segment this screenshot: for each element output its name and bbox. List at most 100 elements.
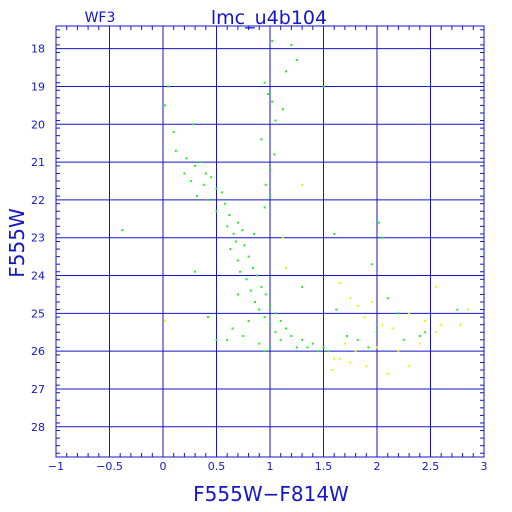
- green-star-point: [274, 312, 277, 315]
- yellow-star-point: [434, 331, 437, 334]
- green-star-point: [192, 123, 194, 126]
- green-star-point: [226, 225, 229, 228]
- yellow-star-point: [349, 297, 352, 300]
- green-star-point: [254, 301, 256, 303]
- y-tick-label: 24: [31, 270, 45, 283]
- green-star-point: [285, 327, 287, 330]
- green-star-point: [263, 350, 266, 353]
- green-star-point: [273, 153, 276, 156]
- green-star-point: [317, 350, 320, 353]
- green-star-point: [367, 346, 370, 349]
- green-star-point: [295, 59, 298, 61]
- green-star-point: [386, 297, 389, 300]
- green-star-point: [247, 319, 250, 322]
- y-tick-label: 23: [31, 232, 45, 245]
- green-star-point: [258, 308, 261, 311]
- green-star-point: [335, 308, 338, 311]
- green-star-point: [279, 338, 282, 341]
- green-star-point: [194, 270, 197, 273]
- green-star-point: [243, 244, 246, 247]
- tick-labels: −1 −0.5 0 0.5 1 1.5 2 2.5 3 18 19 20 21 22 23 24 25 26 27 2…: [31, 43, 488, 473]
- x-tick-label: 2.5: [422, 460, 440, 473]
- green-star-point: [327, 350, 330, 353]
- yellow-star-point: [370, 301, 373, 303]
- green-star-point: [269, 323, 271, 326]
- green-star-point: [271, 40, 274, 43]
- green-star-point: [199, 161, 202, 164]
- green-star-point: [247, 255, 250, 258]
- green-star-point: [263, 206, 266, 209]
- green-star-point: [301, 285, 304, 288]
- green-star-point: [269, 195, 271, 198]
- green-star-point: [263, 81, 266, 84]
- green-star-point: [183, 172, 186, 175]
- green-star-point: [256, 274, 259, 277]
- green-star-point: [378, 221, 381, 224]
- x-tick-label: 3: [481, 460, 488, 473]
- green-star-point: [333, 232, 336, 235]
- y-tick-label: 26: [31, 345, 45, 358]
- green-star-point: [206, 198, 209, 201]
- yellow-star-point: [459, 323, 462, 326]
- yellow-star-point: [424, 319, 427, 322]
- x-axis-title: F555W−F814W: [193, 482, 349, 506]
- green-star-point: [206, 316, 209, 319]
- green-star-point: [236, 293, 239, 296]
- green-star-point: [236, 259, 239, 262]
- green-star-point: [301, 338, 304, 341]
- green-star-point: [220, 191, 223, 194]
- green-star-point: [279, 319, 282, 322]
- x-tick-label: 0: [160, 460, 167, 473]
- green-star-point: [264, 183, 267, 186]
- green-star-point: [260, 285, 263, 288]
- green-star-point: [322, 85, 325, 88]
- yellow-star-point: [363, 316, 366, 319]
- y-tick-label: 27: [31, 383, 45, 396]
- green-star-point: [376, 331, 378, 334]
- green-star-point: [271, 100, 274, 103]
- yellow-star-point: [392, 327, 395, 330]
- yellow-star-point: [466, 308, 469, 311]
- y-tick-label: 20: [31, 118, 45, 131]
- y-tick-label: 19: [31, 80, 45, 93]
- green-star-point: [239, 270, 241, 273]
- x-tick-label: −0.5: [96, 460, 123, 473]
- green-star-point: [253, 232, 255, 235]
- yellow-star-point: [365, 365, 368, 368]
- yellow-star-point: [285, 267, 287, 269]
- yellow-star-point: [418, 342, 421, 345]
- yellow-star-point: [408, 365, 411, 368]
- yellow-star-point: [349, 361, 352, 364]
- green-star-point: [232, 232, 235, 235]
- yellow-star-point: [397, 350, 400, 353]
- green-star-point: [229, 248, 232, 251]
- green-star-point: [202, 183, 205, 186]
- yellow-star-point: [386, 372, 389, 375]
- yellow-star-point: [356, 304, 359, 307]
- green-star-point: [456, 308, 459, 311]
- y-axis-title: F555W: [5, 208, 29, 278]
- y-tick-label: 18: [31, 43, 45, 56]
- green-star-point: [121, 229, 124, 232]
- green-star-point: [311, 342, 314, 345]
- green-star-point: [194, 164, 197, 167]
- green-star-point: [290, 335, 293, 337]
- yellow-star-point: [281, 236, 284, 239]
- green-star-point: [189, 180, 192, 182]
- yellow-star-point: [343, 342, 346, 345]
- yellow-star-point: [408, 312, 411, 315]
- green-star-point: [418, 335, 421, 337]
- green-star-point: [269, 304, 271, 307]
- green-star-point: [295, 346, 298, 349]
- green-star-point: [251, 267, 254, 269]
- green-star-point: [266, 93, 269, 96]
- yellow-star-point: [381, 323, 384, 326]
- green-star-point: [164, 104, 167, 107]
- green-star-point: [381, 236, 384, 239]
- green-star-point: [167, 85, 170, 88]
- panel-label: WF3: [85, 10, 116, 26]
- green-star-point: [402, 338, 405, 341]
- green-star-point: [306, 346, 309, 349]
- green-star-point: [236, 221, 239, 224]
